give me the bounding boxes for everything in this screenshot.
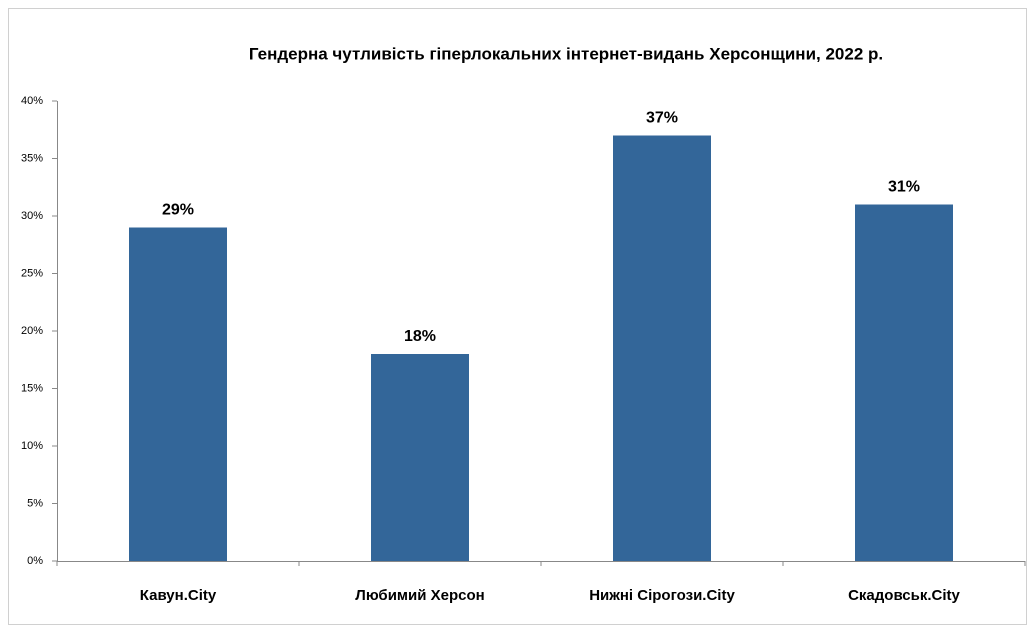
x-tick-label: Нижні Сірогози.City [589,587,735,604]
y-tick-label: 20% [21,325,43,337]
y-tick-label: 10% [21,440,43,452]
y-tick-label: 35% [21,152,43,164]
y-tick-label: 0% [27,555,43,567]
x-tick-label: Любимий Херсон [355,587,484,604]
y-tick-label: 25% [21,267,43,279]
x-tick-label: Скадовськ.City [848,587,960,604]
bar [129,227,227,561]
y-tick-label: 5% [27,497,43,509]
bar [371,354,469,561]
y-tick-label: 15% [21,382,43,394]
value-label: 31% [888,179,920,196]
y-tick-label: 30% [21,210,43,222]
value-label: 29% [162,202,194,219]
value-label: 37% [646,110,678,127]
x-tick-label: Кавун.City [140,587,217,604]
chart-frame [8,8,1027,625]
y-tick-label: 40% [21,95,43,107]
bar [855,204,953,561]
bar [613,135,711,561]
chart-title: Гендерна чутливість гіперлокальних інтер… [249,44,883,63]
value-label: 18% [404,328,436,345]
